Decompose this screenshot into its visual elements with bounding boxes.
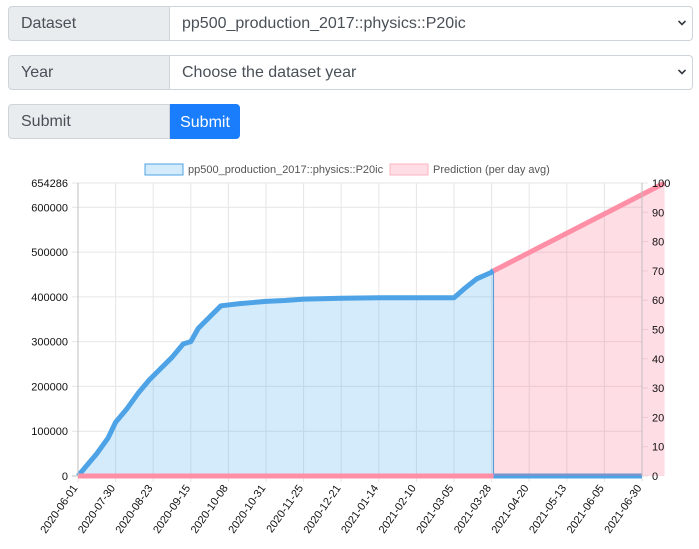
y-right-tick-label: 90 (652, 207, 664, 219)
y-left-tick-label: 500000 (31, 247, 68, 259)
y-right-tick-label: 60 (652, 295, 664, 307)
plot-areas (76, 180, 666, 479)
chevron-down-icon (678, 69, 686, 75)
x-tick-label: 2021-04-20 (490, 483, 532, 536)
y-right-tick-label: 100 (652, 178, 670, 190)
submit-label: Submit (8, 104, 170, 139)
dataset-label: Dataset (8, 6, 170, 41)
x-tick-label: 2020-08-23 (114, 483, 156, 536)
x-tick-label: 2021-05-13 (527, 483, 569, 536)
x-tick-label: 2021-06-30 (602, 483, 644, 536)
y-right-tick-label: 20 (652, 412, 664, 424)
y-right-tick-label: 0 (652, 471, 658, 483)
actual-area (78, 270, 494, 476)
year-label: Year (8, 55, 170, 90)
legend: pp500_production_2017::physics::P20ic Pr… (144, 163, 550, 176)
grid (72, 182, 648, 482)
y-left-tick-label: 400000 (31, 292, 68, 304)
dataset-row: Dataset pp500_production_2017::physics::… (8, 6, 693, 41)
y-left-tick-label: 200000 (31, 381, 68, 393)
x-tick-label: 2020-10-08 (189, 483, 231, 536)
y-right-tick-label: 10 (652, 442, 664, 454)
dataset-select-value: pp500_production_2017::physics::P20ic (182, 15, 466, 32)
x-tick-label: 2020-11-25 (264, 483, 306, 535)
chart: pp500_production_2017::physics::P20ic Pr… (31, 163, 670, 536)
y-right-tick-label: 30 (652, 383, 664, 395)
year-row: Year Choose the dataset year (8, 55, 693, 90)
prediction-area (493, 183, 665, 476)
chevron-down-icon (678, 20, 686, 26)
prediction-line (492, 180, 666, 274)
x-tick-label: 2021-02-10 (377, 483, 419, 536)
year-select-placeholder: Choose the dataset year (182, 64, 357, 81)
legend-label-prediction: Prediction (per day avg) (433, 164, 550, 176)
x-tick-label: 2020-06-01 (38, 483, 80, 536)
x-tick-label: 2020-07-30 (76, 483, 118, 536)
y-right-tick-label: 50 (652, 325, 664, 337)
x-tick-label: 2021-06-05 (565, 483, 607, 536)
year-select[interactable]: Choose the dataset year (170, 55, 693, 90)
y-left-tick-label: 0 (62, 471, 68, 483)
dataset-select[interactable]: pp500_production_2017::physics::P20ic (170, 6, 693, 41)
y-left-tick-label: 300000 (31, 337, 68, 349)
y-left-tick-label: 600000 (31, 202, 68, 214)
legend-label-actual: pp500_production_2017::physics::P20ic (188, 164, 384, 176)
x-tick-label: 2020-09-15 (151, 483, 193, 536)
actual-line (76, 268, 496, 478)
submit-row: Submit Submit (8, 104, 240, 139)
legend-swatch-prediction[interactable] (389, 163, 429, 176)
x-tick-label: 2020-12-21 (302, 483, 344, 536)
x-tick-label: 2021-01-14 (339, 483, 381, 536)
x-tick-label: 2021-03-28 (452, 483, 494, 536)
y-left-tick-label: 100000 (31, 426, 68, 438)
x-tick-label: 2020-10-31 (226, 483, 268, 536)
submit-button[interactable]: Submit (170, 104, 240, 139)
y-right-tick-label: 40 (652, 354, 664, 366)
y-right-tick-label: 80 (652, 237, 664, 249)
y-right-tick-label: 70 (652, 266, 664, 278)
x-tick-label: 2021-03-05 (414, 483, 456, 536)
legend-swatch-actual[interactable] (144, 163, 184, 176)
y-left-tick-label: 654286 (31, 178, 68, 190)
